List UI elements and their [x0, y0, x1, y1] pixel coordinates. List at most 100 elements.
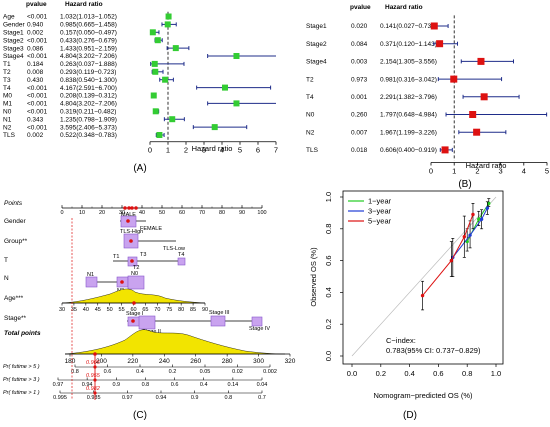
row-pvalue: 0.973 — [351, 76, 368, 83]
prob-tick-label: 0.6 — [171, 382, 179, 388]
prob-row-label: Pr( futime > 5 ) — [3, 364, 40, 370]
series-line — [422, 214, 474, 296]
prob-tick-label: 0.8 — [71, 369, 79, 375]
x-tick-label: 0.6 — [433, 369, 443, 378]
tick-label: TLS-Low — [163, 246, 185, 252]
prob-tick-label: 0.05 — [200, 369, 211, 375]
row-hazard-ratio: 3.595(2.406−5.373) — [60, 124, 117, 131]
points-tick-label: 20 — [99, 210, 105, 216]
point-marker — [477, 57, 485, 65]
point-marker — [436, 40, 444, 48]
point-marker — [233, 100, 240, 107]
prob-tick-label: 0.4 — [136, 369, 144, 375]
row-hazard-ratio: 1.967(1.199−3.226) — [380, 129, 437, 136]
points-tick-label: 100 — [257, 210, 266, 216]
row-pvalue: 0.003 — [351, 59, 368, 66]
row-name: N0 — [306, 112, 315, 119]
annotation: 0.783(95% CI: 0.737−0.829) — [386, 346, 481, 355]
prob-tick-label: 0.9 — [112, 382, 120, 388]
prob-row-label: Pr( futime > 1 ) — [3, 390, 40, 396]
row-name: Stage3 — [3, 45, 24, 52]
x-tick-label: 0 — [148, 146, 152, 155]
row-hazard-ratio: 0.522(0.348−0.783) — [60, 132, 117, 139]
row-hazard-ratio: 0.293(0.119−0.723) — [60, 69, 116, 76]
data-point — [471, 212, 475, 217]
row-hazard-ratio: 0.981(0.316−3.042) — [380, 76, 437, 83]
row-pvalue: <0.001 — [27, 109, 47, 116]
row-name: Age — [3, 14, 15, 21]
row-name: T1 — [3, 61, 11, 68]
age-tick-label: 65 — [142, 307, 148, 313]
row-pvalue: <0.001 — [27, 53, 47, 60]
total-tick-label: 260 — [190, 358, 201, 365]
forest-plot-b: pvalue Hazard ratio Stage1 0.020 0.141(0.0… — [306, 4, 549, 176]
points-tick-label: 80 — [219, 210, 225, 216]
nomogram-row-label: N — [4, 275, 9, 282]
pvalue-header: pvalue — [26, 1, 47, 8]
prob-tick-label: 0.94 — [156, 395, 167, 401]
prob-tick-label: 0.97 — [53, 382, 64, 388]
point-marker — [469, 111, 477, 118]
row-hazard-ratio: 0.985(0.665−1.458) — [60, 22, 117, 29]
age-tick-label: 50 — [107, 307, 113, 313]
row-pvalue: <0.001 — [27, 85, 47, 92]
panel-label-c: (C) — [133, 410, 147, 421]
x-axis-label: Nomogram−predicted OS (%) — [374, 391, 473, 400]
data-point — [462, 235, 467, 239]
row-pvalue: 0.260 — [351, 112, 368, 119]
tick-label: Stage III — [209, 310, 230, 316]
nomogram-row-label: T — [4, 257, 8, 264]
row-hazard-ratio: 0.606(0.400−0.919) — [380, 147, 437, 154]
prob-tick-label: 0.8 — [225, 395, 233, 401]
row-pvalue: 0.940 — [27, 22, 44, 29]
row-pvalue: 0.018 — [351, 147, 368, 154]
tick-label: TLS-High — [120, 229, 143, 235]
total-tick-label: 280 — [222, 358, 233, 365]
x-tick-label: 5 — [545, 167, 549, 176]
points-label: Points — [4, 200, 23, 207]
row-name: T2 — [3, 69, 11, 76]
total-tick-label: 320 — [285, 358, 296, 365]
legend-label: 3−year — [368, 207, 392, 216]
total-tick-label: 180 — [65, 358, 76, 365]
x-tick-label: 2 — [184, 146, 188, 155]
row-name: T4 — [306, 94, 314, 101]
row-pvalue: <0.001 — [27, 93, 47, 100]
points-tick-label: 50 — [159, 210, 165, 216]
prob-tick-label: 0.2 — [169, 369, 177, 375]
row-name: M1 — [3, 101, 12, 108]
x-tick-label: 1.0 — [491, 369, 501, 378]
point-marker — [152, 108, 159, 115]
point-marker — [152, 68, 159, 75]
row-pvalue: 0.002 — [27, 30, 44, 37]
age-tick-label: 70 — [154, 307, 160, 313]
point-marker — [473, 128, 481, 136]
nomogram-row-label: Age*** — [4, 295, 24, 302]
row-hazard-ratio: 1.235(0.798−1.909) — [60, 116, 117, 123]
prob-tick-label: 0.04 — [257, 382, 268, 388]
x-tick-label: 4 — [522, 167, 526, 176]
forest-plot-a: pvalue Hazard ratio Age <0.001 1.032(1.013… — [3, 1, 278, 155]
x-tick-label: 0.8 — [462, 369, 472, 378]
x-tick-label: 1 — [166, 146, 170, 155]
prob-tick-label: 0.985 — [87, 395, 101, 401]
row-name: N0 — [3, 109, 12, 116]
row-hazard-ratio: 4.804(3.202−7.206) — [60, 53, 117, 60]
panel-label-d: (D) — [403, 410, 417, 421]
data-point — [477, 217, 481, 221]
prob-tick-label: 0.4 — [200, 382, 208, 388]
row-pvalue: <0.001 — [27, 14, 47, 21]
total-points-label: Total points — [4, 330, 41, 337]
calibration-plot: 0.0 0.2 0.4 0.6 0.8 1.0 0.0 0.2 0.4 0.6 0.8 1.0 1−y… — [309, 190, 504, 400]
nomogram-row-label: Gender — [4, 218, 27, 225]
x-tick-label: 1 — [452, 167, 456, 176]
x-tick-label: 6 — [256, 146, 260, 155]
age-tick-label: 35 — [71, 307, 77, 313]
age-tick-label: 30 — [59, 307, 65, 313]
prob-tick-label: 0.97 — [122, 395, 133, 401]
data-point — [468, 233, 472, 237]
annotation: C−index: — [386, 336, 416, 345]
y-tick-label: 0.6 — [324, 255, 333, 265]
series-line — [452, 207, 488, 258]
